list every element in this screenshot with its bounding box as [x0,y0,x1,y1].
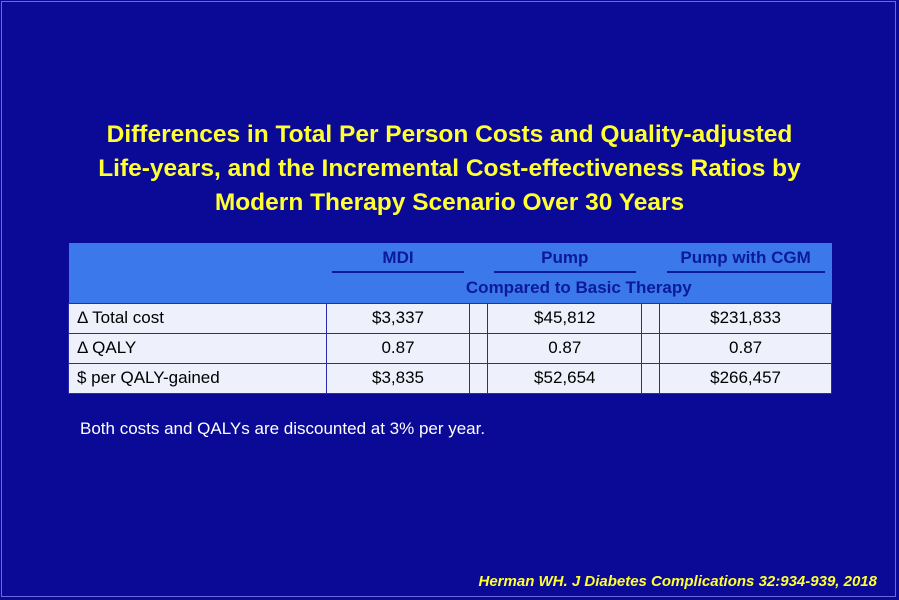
row-label: $ per QALY-gained [68,362,327,394]
cell-pump: $52,654 [487,362,643,394]
row-label: Δ QALY [68,332,327,364]
cell-gap [469,362,489,394]
cell-pump: $45,812 [487,302,643,334]
header-gap [469,243,488,273]
title-line: Modern Therapy Scenario Over 30 Years [214,189,685,216]
column-header-mdi: MDI [326,243,470,273]
column-header-pump: Pump [487,243,642,273]
cell-pump-cgm: $266,457 [659,362,832,394]
column-header-row: MDI Pump Pump with CGM [68,243,832,273]
cell-pump-cgm: $231,833 [659,302,832,334]
cell-gap [641,362,661,394]
results-table: MDI Pump Pump with CGM Compared to Basic… [68,243,832,394]
cell-mdi: 0.87 [325,332,471,364]
cell-mdi: $3,337 [325,302,471,334]
table-row: $ per QALY-gained $3,835 $52,654 $266,45… [68,362,832,394]
subheader-blank [68,273,327,303]
cell-mdi: $3,835 [325,362,471,394]
slide-title: Differences in Total Per Person Costs an… [40,118,859,220]
cell-gap [469,302,489,334]
cell-gap [641,302,661,334]
title-line: Differences in Total Per Person Costs an… [106,121,793,148]
header-blank [68,243,327,273]
cell-pump-cgm: 0.87 [659,332,832,364]
cell-gap [469,332,489,364]
citation: Herman WH. J Diabetes Complications 32:9… [478,573,878,590]
cell-gap [641,332,661,364]
subheader-row: Compared to Basic Therapy [68,273,832,303]
title-line: Life-years, and the Incremental Cost-eff… [98,155,801,182]
subheader-label: Compared to Basic Therapy [326,273,832,303]
footnote: Both costs and QALYs are discounted at 3… [80,419,486,438]
row-label: Δ Total cost [68,302,327,334]
column-header-pump-cgm: Pump with CGM [659,243,832,273]
table-row: Δ Total cost $3,337 $45,812 $231,833 [68,302,832,334]
header-gap [641,243,660,273]
cell-pump: 0.87 [487,332,643,364]
table-row: Δ QALY 0.87 0.87 0.87 [68,332,832,364]
